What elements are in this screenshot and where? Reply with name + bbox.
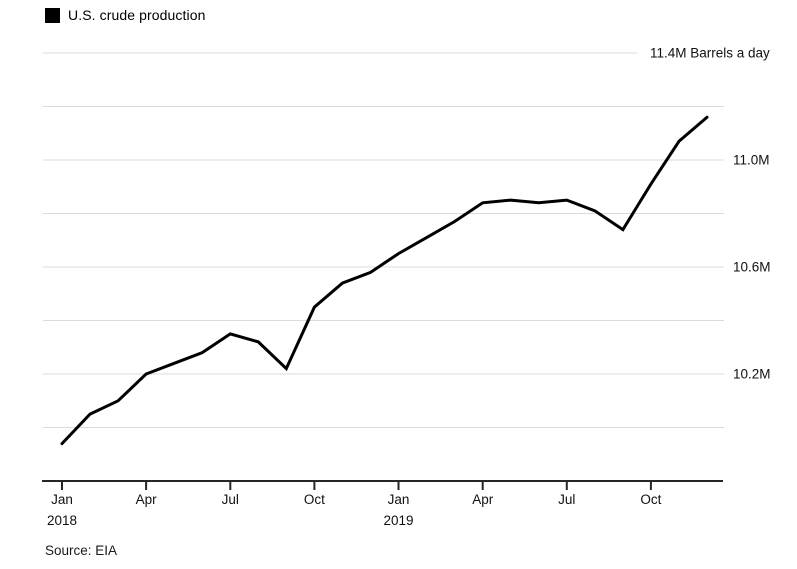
x-tick-label: Jan bbox=[388, 492, 410, 507]
x-tick-label: Apr bbox=[472, 492, 494, 507]
x-tick-label: Oct bbox=[304, 492, 325, 507]
legend-swatch-icon bbox=[45, 7, 60, 23]
production-line bbox=[60, 115, 709, 446]
legend-label: U.S. crude production bbox=[68, 7, 206, 23]
x-tick-label: Oct bbox=[640, 492, 661, 507]
x-tick-sublabel: 2018 bbox=[47, 513, 77, 528]
y-axis-label: 10.2M bbox=[733, 367, 771, 382]
x-tick-sublabel: 2019 bbox=[383, 513, 413, 528]
x-tick-label: Jul bbox=[222, 492, 239, 507]
x-tick-label: Jul bbox=[558, 492, 575, 507]
legend: U.S. crude production bbox=[45, 7, 206, 23]
y-axis-label: 11.0M bbox=[733, 153, 770, 168]
x-tick-label: Apr bbox=[136, 492, 158, 507]
y-axis-label: 11.4M Barrels a day bbox=[650, 46, 770, 61]
x-tick-label: Jan bbox=[51, 492, 73, 507]
y-axis-label: 10.6M bbox=[733, 260, 771, 275]
source-note: Source: EIA bbox=[45, 543, 118, 558]
